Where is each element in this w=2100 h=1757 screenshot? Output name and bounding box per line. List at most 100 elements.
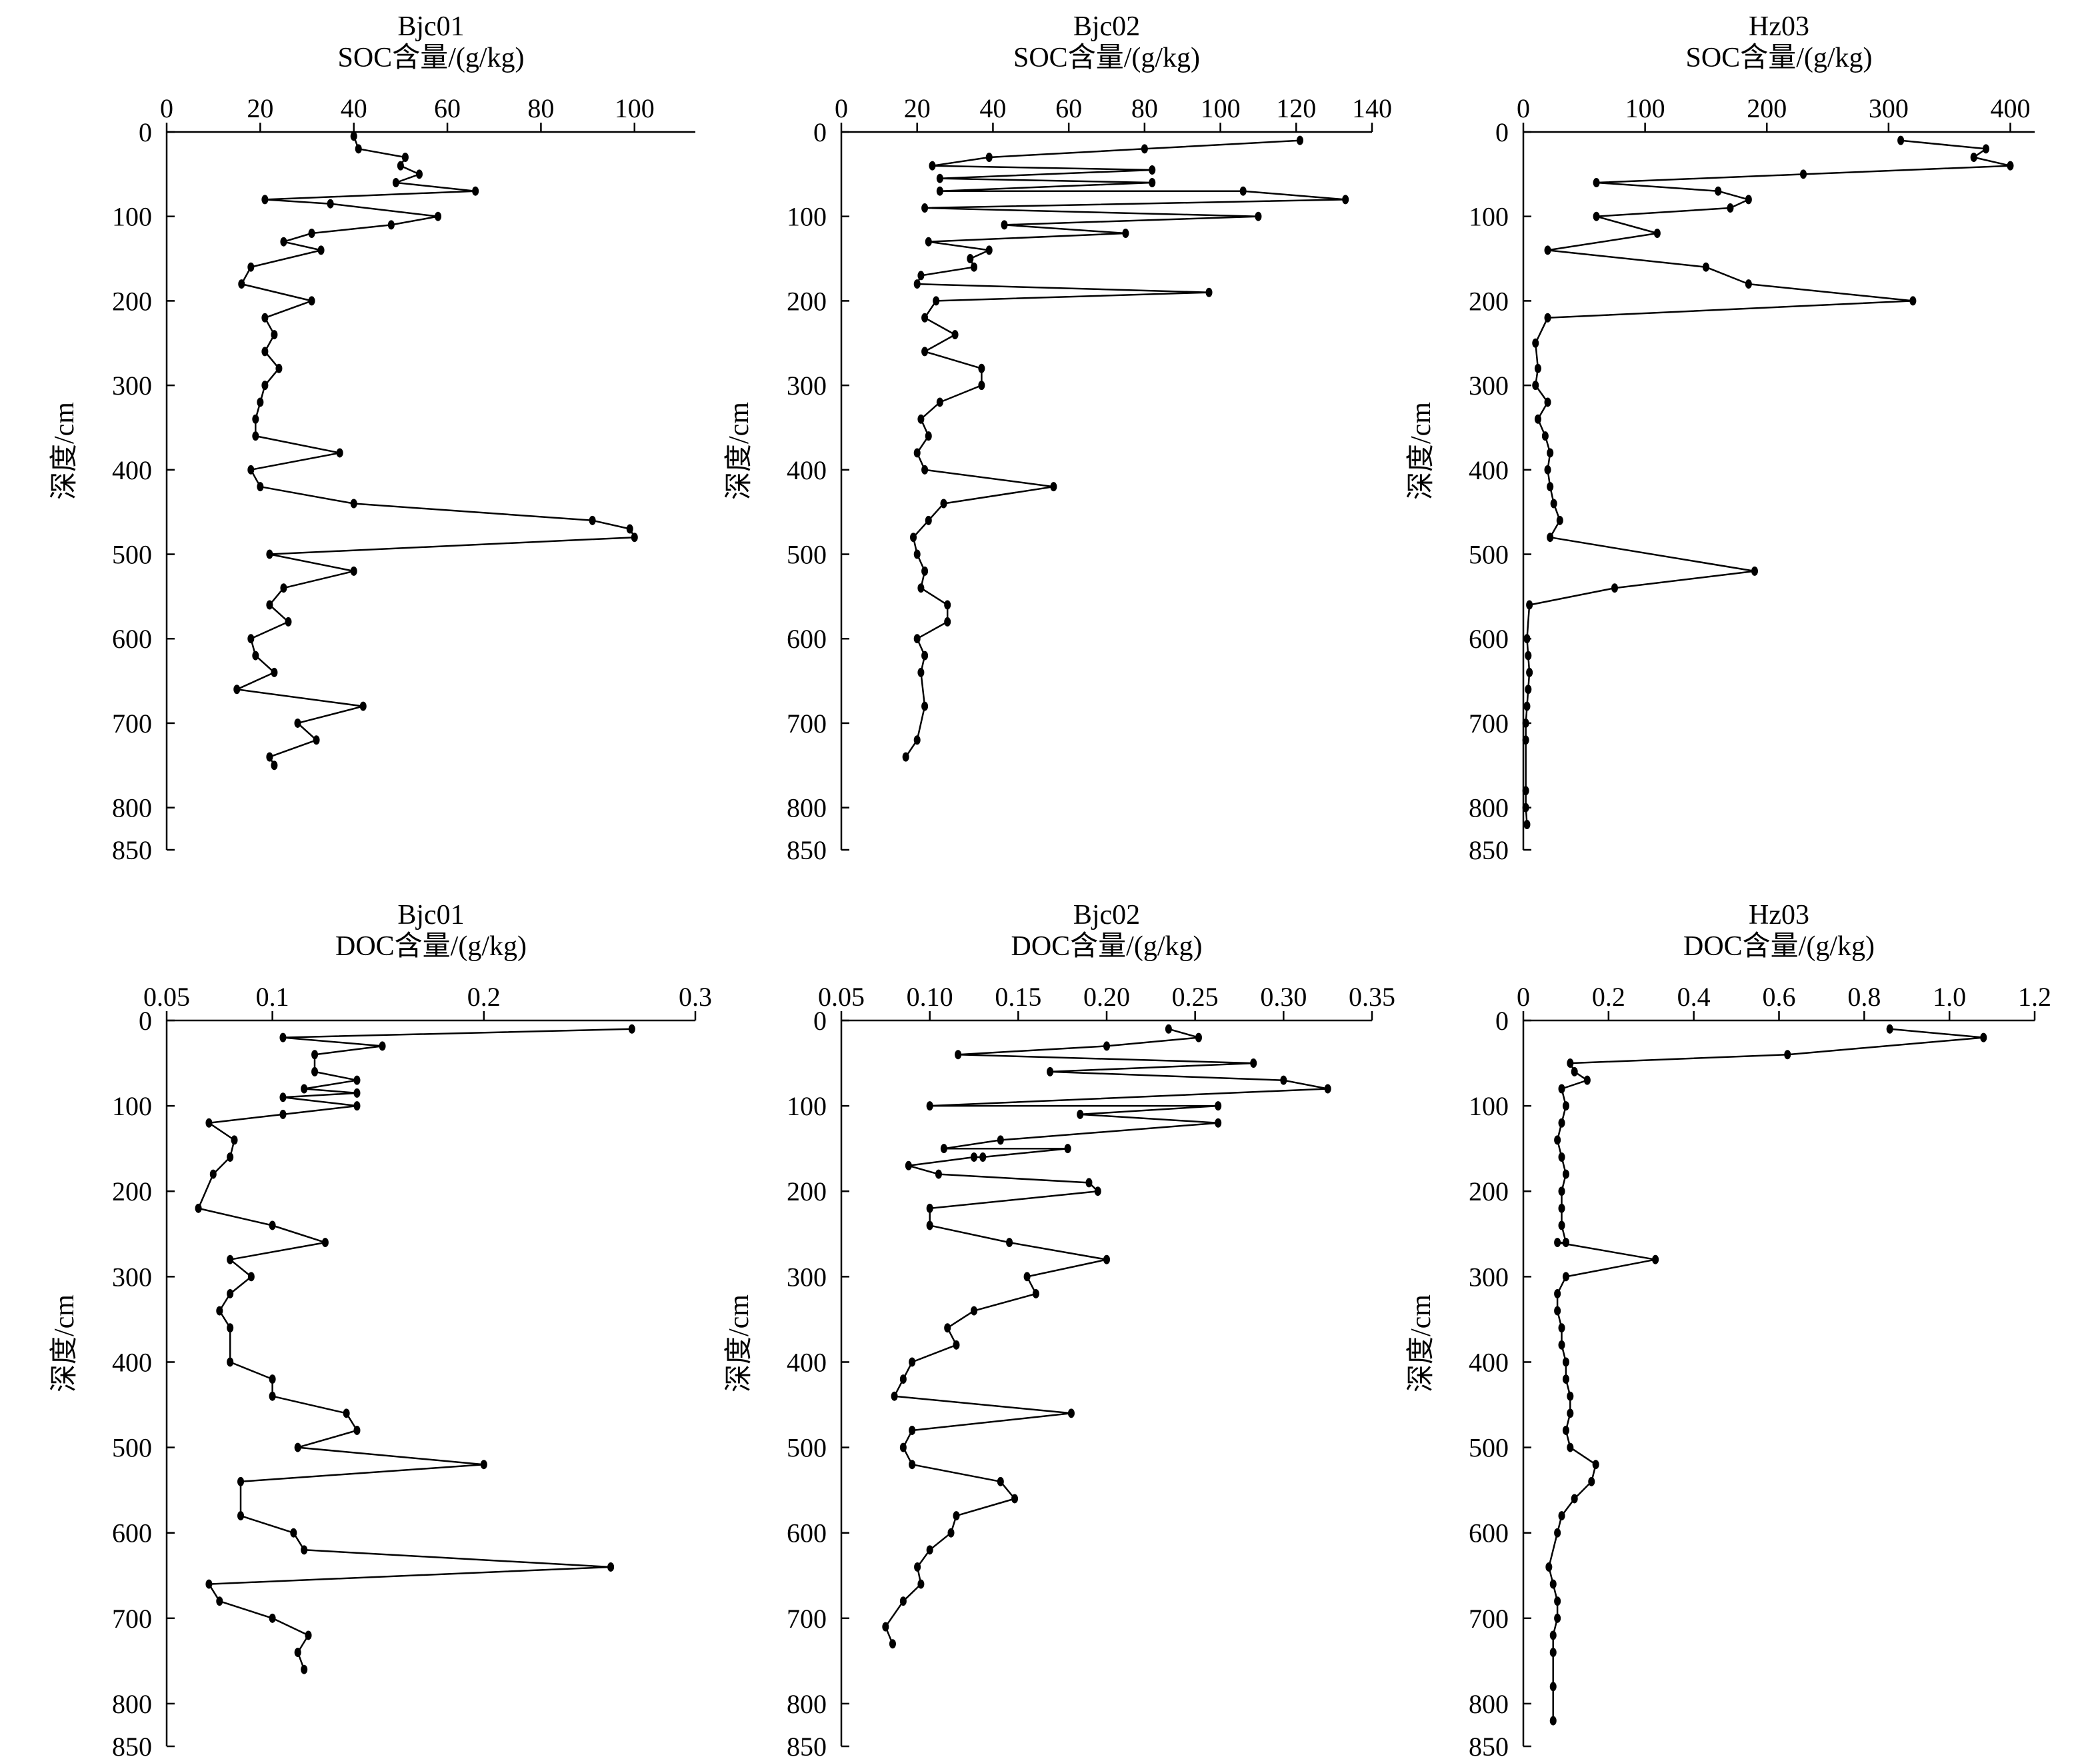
data-point	[909, 1425, 916, 1435]
data-point	[209, 1169, 217, 1179]
data-point	[921, 313, 929, 323]
x-tick-label: 0	[1517, 982, 1530, 1012]
data-point	[953, 1340, 960, 1350]
data-point	[343, 1408, 350, 1418]
data-point	[1567, 1408, 1574, 1418]
data-point	[1558, 1203, 1565, 1213]
y-tick-label: 100	[787, 1091, 827, 1121]
data-point	[379, 1041, 386, 1051]
x-tick-label: 40	[979, 93, 1006, 123]
data-point	[1122, 229, 1129, 239]
x-tick-label: 0.1	[256, 982, 289, 1012]
y-tick-label: 600	[787, 1518, 827, 1548]
data-point	[285, 617, 292, 627]
x-tick-label: 100	[615, 93, 655, 123]
x-tick-label: 40	[341, 93, 367, 123]
y-tick-label: 800	[787, 793, 827, 823]
data-point	[899, 1374, 907, 1384]
data-point	[947, 1528, 955, 1538]
data-point	[1592, 1460, 1599, 1470]
data-point	[1296, 135, 1303, 145]
chart-title: Bjc01	[397, 11, 464, 42]
data-point	[271, 667, 278, 677]
data-point	[935, 1169, 942, 1179]
y-tick-label: 800	[112, 1689, 152, 1719]
data-point	[626, 524, 633, 534]
data-point	[979, 1152, 987, 1162]
y-tick-label: 850	[1469, 1732, 1509, 1757]
data-point	[1549, 1648, 1557, 1658]
data-point	[1611, 583, 1618, 593]
data-point	[1558, 1340, 1565, 1350]
data-point	[238, 279, 245, 289]
data-point	[313, 735, 320, 745]
x-tick-label: 0.2	[1592, 982, 1625, 1012]
data-point	[301, 1664, 308, 1674]
y-tick-label: 600	[112, 1518, 152, 1548]
data-point	[1549, 1682, 1557, 1692]
data-point	[247, 465, 255, 475]
series-line	[197, 1028, 632, 1670]
data-point	[1141, 144, 1148, 154]
data-point	[257, 482, 264, 492]
data-point	[1549, 1579, 1557, 1589]
data-point	[1982, 144, 1989, 154]
y-tick-label: 800	[112, 793, 152, 823]
y-tick-label: 850	[1469, 835, 1509, 865]
data-point	[921, 651, 929, 661]
x-tick-label: 0.6	[1763, 982, 1796, 1012]
data-point	[305, 1630, 312, 1640]
data-point	[1215, 1118, 1222, 1128]
y-tick-label: 600	[1469, 1518, 1509, 1548]
data-point	[1593, 211, 1600, 221]
data-point	[1103, 1041, 1110, 1051]
data-point	[1067, 1408, 1075, 1418]
data-point	[1085, 1178, 1093, 1188]
data-point	[955, 1050, 962, 1060]
data-point	[1534, 414, 1541, 424]
data-point	[261, 195, 269, 205]
data-point	[275, 363, 283, 373]
y-tick-label: 200	[1469, 286, 1509, 316]
data-point	[913, 279, 921, 289]
y-axis-label: 深度/cm	[49, 402, 80, 500]
y-tick-label: 400	[787, 455, 827, 485]
data-point	[311, 1066, 319, 1076]
data-point	[921, 347, 929, 357]
data-point	[978, 363, 985, 373]
data-point	[261, 381, 269, 391]
data-point	[978, 381, 985, 391]
chart-title: Hz03	[1749, 11, 1809, 42]
chart-title: Bjc01	[397, 900, 464, 930]
data-point	[321, 1238, 329, 1248]
data-point	[301, 1545, 308, 1555]
x-tick-label: 0.2	[467, 982, 501, 1012]
x-tick-label: 0.25	[1172, 982, 1219, 1012]
data-point	[1255, 211, 1262, 221]
data-point	[1554, 1288, 1561, 1298]
data-point	[205, 1118, 213, 1128]
y-tick-label: 850	[787, 1732, 827, 1757]
data-point	[917, 414, 925, 424]
data-point	[1547, 482, 1554, 492]
data-point	[247, 634, 255, 644]
data-point	[985, 153, 993, 163]
data-point	[926, 1545, 933, 1555]
x-tick-label: 0	[160, 93, 173, 123]
data-point	[921, 465, 929, 475]
data-point	[997, 1476, 1004, 1486]
data-point	[1006, 1238, 1013, 1248]
data-point	[1554, 1613, 1561, 1623]
series-line	[1548, 1028, 1985, 1721]
data-point	[252, 414, 259, 424]
y-tick-label: 500	[787, 540, 827, 570]
y-tick-label: 850	[112, 835, 152, 865]
data-point	[628, 1024, 635, 1034]
data-point	[1554, 1528, 1561, 1538]
data-point	[2007, 161, 2014, 171]
data-point	[921, 566, 929, 576]
y-tick-label: 700	[1469, 1604, 1509, 1634]
